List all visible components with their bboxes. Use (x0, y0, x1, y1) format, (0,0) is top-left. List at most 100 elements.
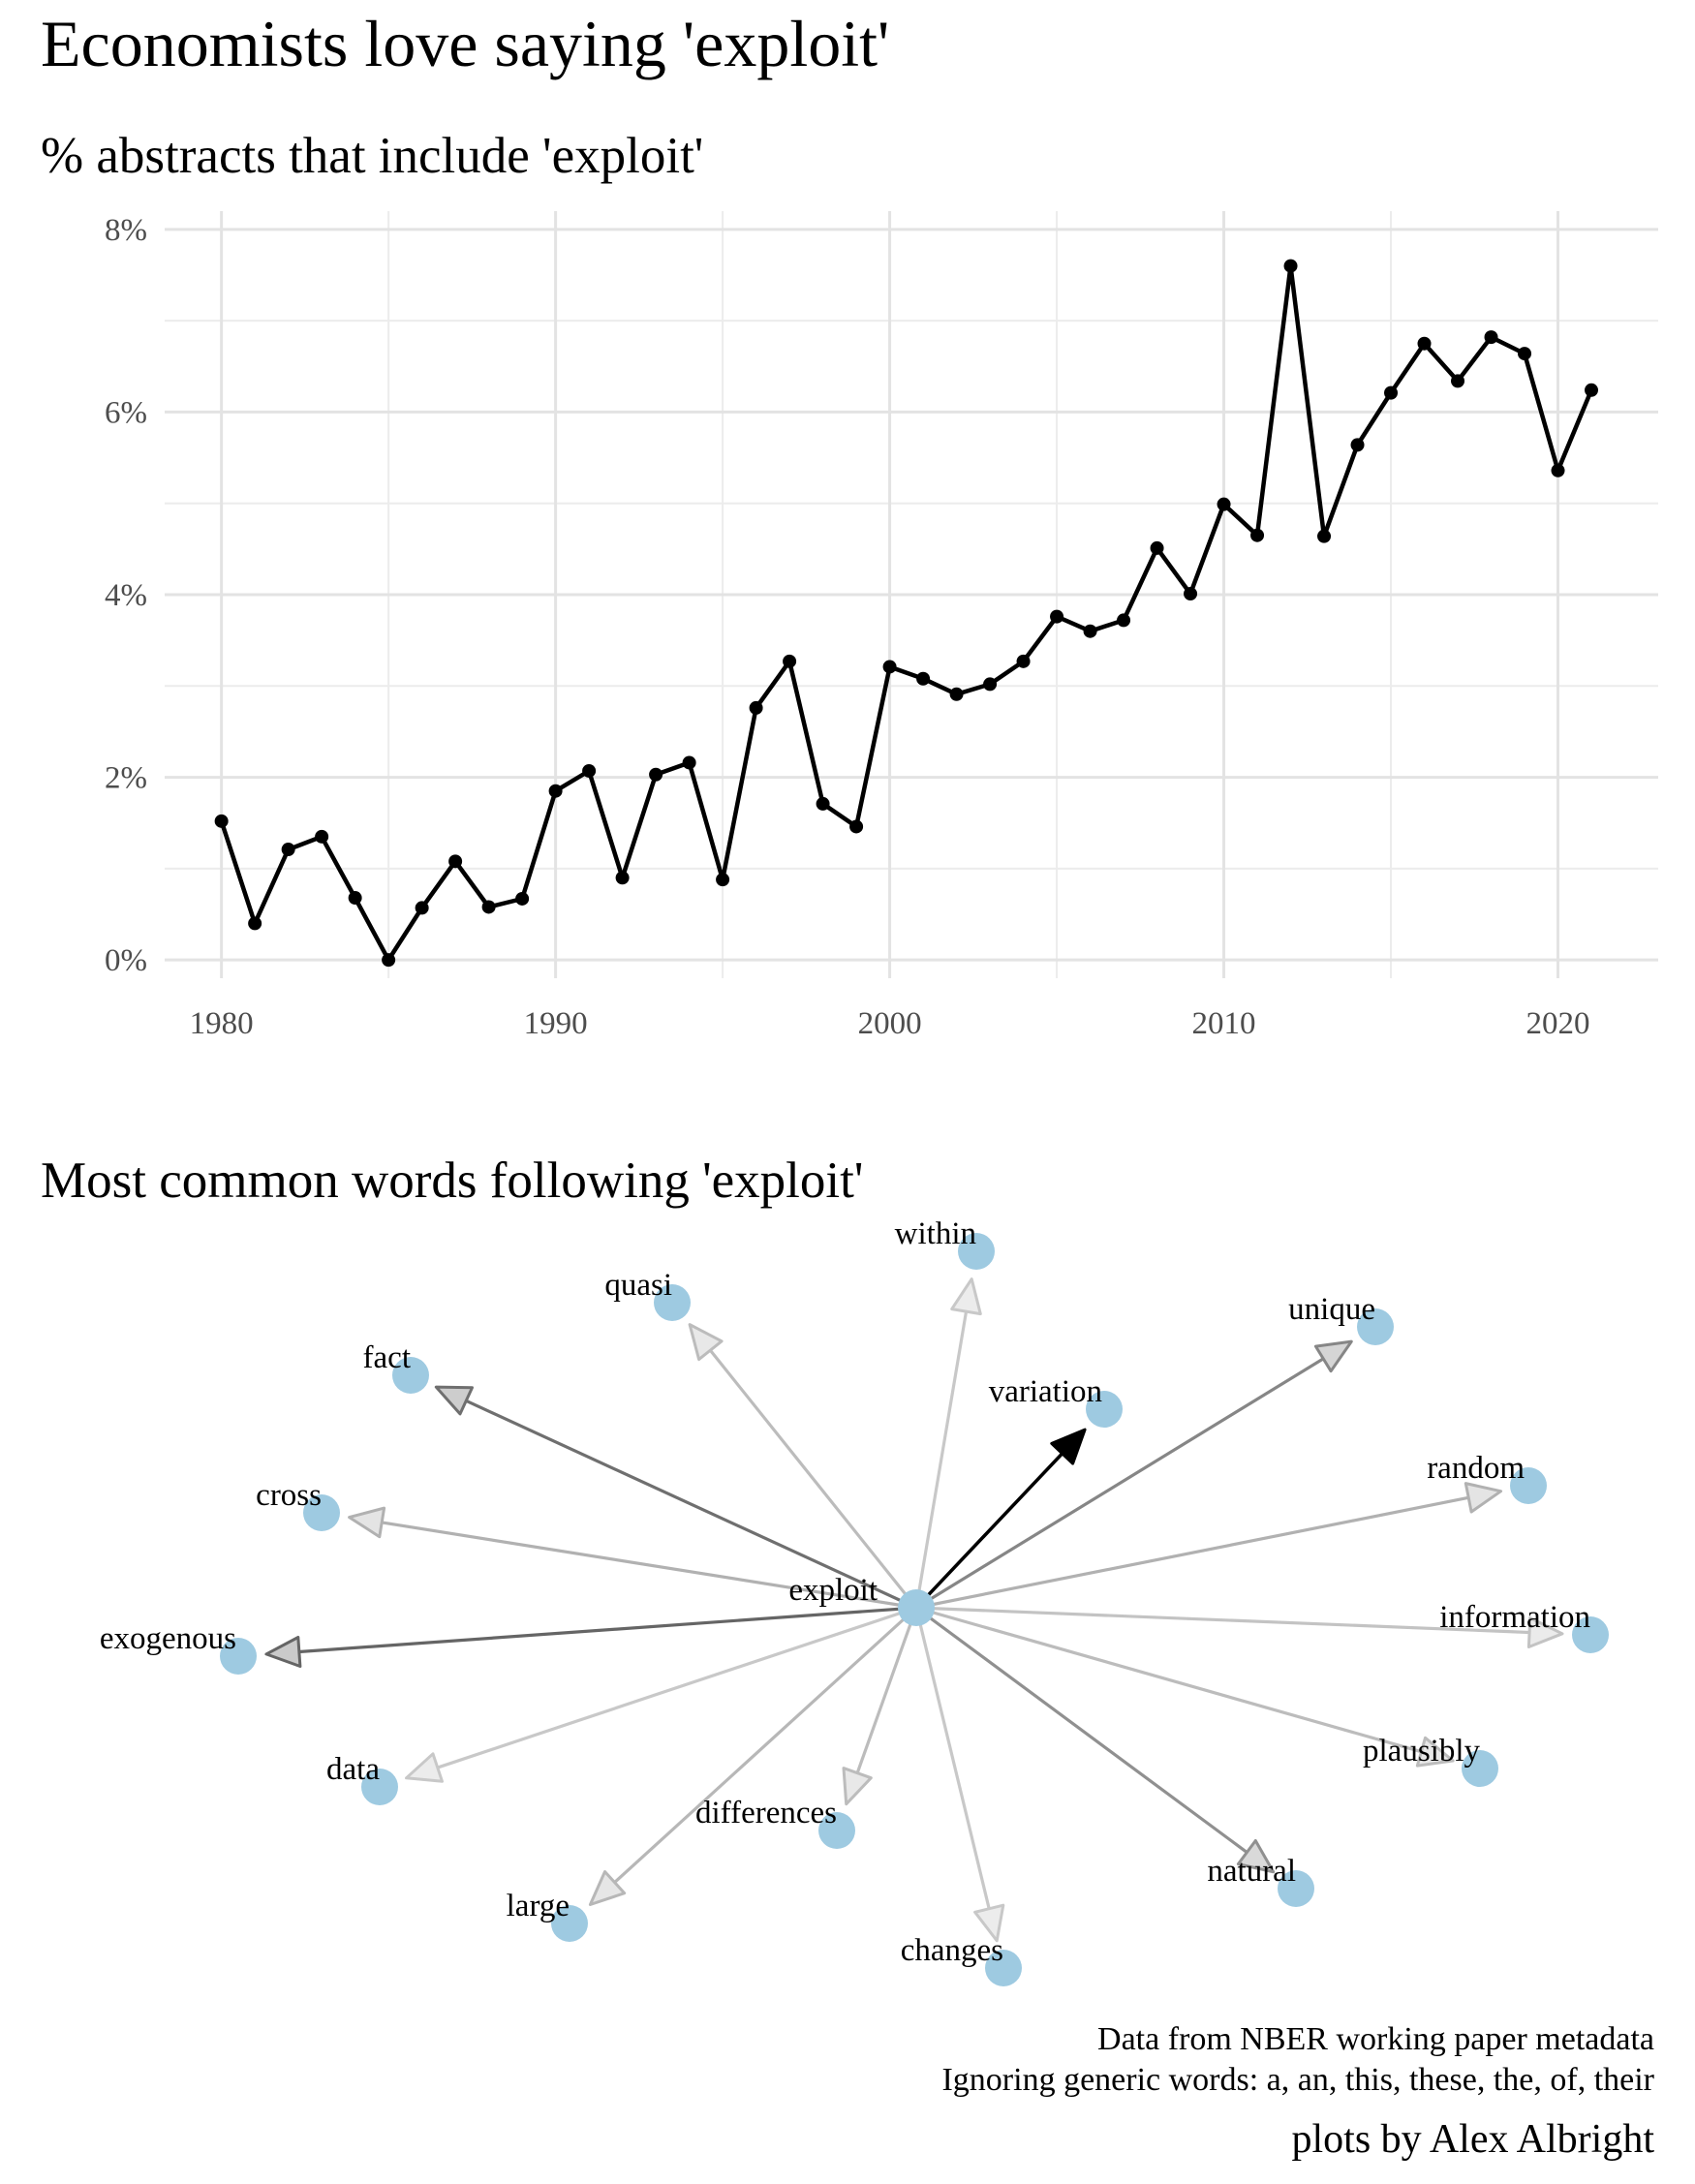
node-label-unique: unique (1288, 1292, 1375, 1327)
edge-data (405, 1606, 917, 1783)
node-label-differences: differences (695, 1796, 837, 1830)
network-edges (264, 1277, 1564, 1943)
edge-random (915, 1482, 1503, 1610)
y-tick-label: 8% (105, 213, 147, 248)
line-chart-grid (165, 211, 1658, 978)
line-chart-x-tick-labels: 1980 1990 2000 2010 2020 (190, 1006, 1590, 1041)
node-cross (303, 1494, 340, 1531)
credit-note: plots by Alex Albright (1291, 2117, 1654, 2162)
edge-within (914, 1277, 982, 1609)
y-tick-label: 4% (105, 578, 147, 613)
data-point (1184, 587, 1198, 601)
node-label-changes: changes (901, 1933, 1003, 1968)
node-changes (985, 1950, 1022, 1986)
data-point (315, 829, 329, 844)
data-point (1283, 259, 1298, 273)
node-large (551, 1905, 588, 1942)
data-point (649, 767, 663, 782)
data-point (1417, 336, 1432, 351)
node-label-exploit: exploit (788, 1573, 878, 1608)
data-point (749, 700, 763, 715)
data-point (214, 814, 229, 828)
data-point (849, 819, 864, 834)
node-exogenous (220, 1638, 257, 1675)
y-tick-label: 2% (105, 761, 147, 796)
data-point (382, 953, 396, 968)
x-tick-label: 1990 (524, 1006, 588, 1041)
data-point (248, 916, 262, 931)
edge-large (588, 1606, 918, 1906)
data-point (1250, 528, 1265, 542)
node-random (1510, 1467, 1547, 1504)
edge-plausibly (915, 1606, 1455, 1768)
x-tick-label: 2000 (858, 1006, 922, 1041)
node-exploit (898, 1589, 935, 1626)
line-chart-y-tick-labels: 0% 2% 4% 6% 8% (105, 213, 147, 978)
data-point (481, 900, 496, 914)
source-note: Data from NBER working paper metadata (1097, 2021, 1654, 2057)
data-point (548, 784, 563, 798)
data-point (1484, 330, 1498, 345)
edge-quasi (688, 1323, 918, 1609)
network-title: Most common words following 'exploit' (41, 1153, 863, 1209)
node-label-variation: variation (989, 1374, 1102, 1409)
edge-unique (915, 1339, 1353, 1610)
data-point (348, 891, 362, 906)
node-data (361, 1769, 398, 1805)
data-point (1083, 624, 1097, 638)
node-label-random: random (1427, 1451, 1525, 1486)
node-label-natural: natural (1207, 1854, 1296, 1889)
node-label-plausibly: plausibly (1363, 1734, 1480, 1769)
edge-variation (914, 1428, 1087, 1610)
node-fact (392, 1357, 429, 1394)
node-label-large: large (507, 1889, 570, 1923)
y-tick-label: 6% (105, 395, 147, 430)
data-point (1384, 385, 1399, 400)
network-nodes (220, 1233, 1609, 1986)
node-label-data: data (326, 1752, 380, 1787)
node-label-cross: cross (256, 1478, 322, 1513)
edge-cross (348, 1506, 917, 1610)
data-point (582, 763, 597, 778)
data-point (281, 843, 295, 857)
data-point (1585, 383, 1599, 397)
data-point (916, 671, 931, 686)
data-point (882, 660, 897, 674)
data-point (682, 755, 696, 770)
data-point (1350, 438, 1365, 452)
network-labels: exploit variation exogenous fact unique natur… (100, 1216, 1590, 1968)
x-tick-label: 2010 (1192, 1006, 1256, 1041)
node-label-exogenous: exogenous (100, 1621, 236, 1656)
x-tick-label: 2020 (1526, 1006, 1590, 1041)
figure-title: Economists love saying 'exploit' (41, 7, 889, 80)
node-plausibly (1462, 1750, 1498, 1787)
node-within (958, 1233, 995, 1270)
data-point (983, 677, 998, 692)
x-tick-label: 1980 (190, 1006, 254, 1041)
edge-fact (434, 1385, 917, 1610)
edge-exogenous (264, 1606, 917, 1668)
data-point (1551, 463, 1565, 477)
y-tick-label: 0% (105, 943, 147, 978)
data-point (1117, 613, 1131, 628)
node-label-fact: fact (363, 1340, 411, 1375)
edge-changes (914, 1607, 1005, 1943)
node-quasi (654, 1284, 691, 1321)
data-point (1050, 609, 1064, 624)
node-differences (818, 1812, 855, 1849)
edge-differences (842, 1607, 918, 1806)
data-point (448, 854, 463, 869)
data-point (716, 873, 730, 887)
node-unique (1357, 1308, 1394, 1345)
data-point (816, 796, 830, 811)
node-label-information: information (1439, 1600, 1590, 1635)
edge-information (915, 1606, 1564, 1648)
series-line (219, 263, 1594, 963)
edge-natural (915, 1606, 1276, 1874)
line-chart-subtitle: % abstracts that include 'exploit' (41, 128, 703, 184)
data-point (1150, 540, 1164, 555)
generic-words-note: Ignoring generic words: a, an, this, the… (941, 2062, 1654, 2098)
node-natural (1278, 1870, 1314, 1907)
data-point (515, 891, 530, 906)
